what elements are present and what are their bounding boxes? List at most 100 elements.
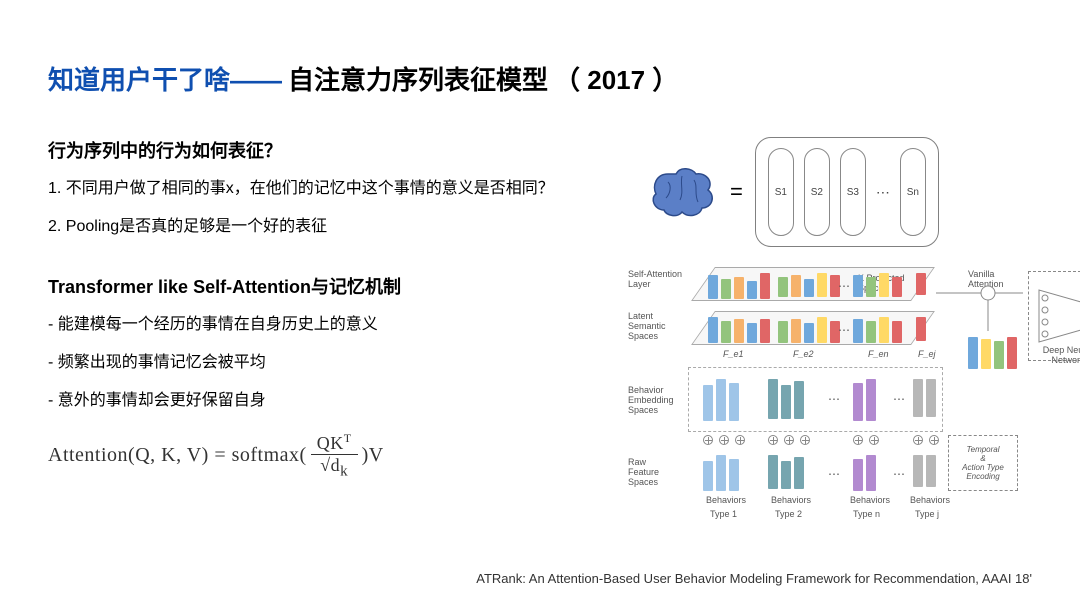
- bar: [926, 379, 936, 417]
- bar: [768, 379, 778, 419]
- bar: [804, 279, 814, 297]
- bar: [892, 321, 902, 343]
- latent-bars-4: [916, 317, 926, 341]
- bar: [729, 383, 739, 421]
- bar: [734, 319, 744, 343]
- label-dnn: Deep Neural Network: [1032, 345, 1080, 365]
- formula-fraction: QKT √dk: [311, 431, 358, 481]
- formula-lhs: Attention(Q, K, V) = softmax(: [48, 444, 307, 467]
- beh-4: Behaviors: [910, 495, 950, 505]
- bar: [879, 273, 889, 297]
- type-3: Type n: [853, 509, 880, 519]
- bar: [703, 385, 713, 421]
- formula-numerator: QKT: [311, 431, 358, 455]
- bar: [853, 275, 863, 297]
- beh-3: Behaviors: [850, 495, 890, 505]
- bar: [804, 323, 814, 343]
- label-embedding: Behavior Embedding Spaces: [628, 385, 690, 415]
- bar: [716, 455, 726, 491]
- bar: [781, 461, 791, 489]
- title-row: 知道用户干了啥—— 自注意力序列表征模型 （ 2017 ）: [48, 60, 1032, 97]
- bar: [747, 281, 757, 299]
- bar: [926, 455, 936, 487]
- bar: [791, 319, 801, 343]
- sa-bars-3: [853, 273, 902, 297]
- section1-heading: 行为序列中的行为如何表征？: [48, 137, 608, 163]
- brain-icon: [648, 164, 718, 220]
- content: 行为序列中的行为如何表征？ 1. 不同用户做了相同的事x，在他们的记忆中这个事情…: [48, 137, 1032, 527]
- bar: [734, 277, 744, 299]
- attention-formula: Attention(Q, K, V) = softmax( QKT √dk )V: [48, 431, 608, 481]
- bar: [916, 317, 926, 341]
- bar: [866, 277, 876, 297]
- plus-row-4: [913, 435, 939, 445]
- title-sub: 自注意力序列表征模型: [288, 60, 548, 97]
- rw-dots-2: ⋯: [893, 467, 907, 481]
- bar: [778, 277, 788, 297]
- embed-bars-2: [768, 379, 804, 419]
- section2-bullet-1: 能建模每一个经历的事情在自身历史上的意义: [48, 313, 608, 337]
- sa-bars-2: [778, 273, 840, 297]
- bar: [853, 383, 863, 421]
- slot-1: S1: [768, 148, 794, 236]
- bar: [708, 317, 718, 343]
- sa-dots: ⋯: [838, 279, 852, 293]
- label-latent: Latent Semantic Spaces: [628, 311, 690, 341]
- label-self-attention: Self-Attention Layer: [628, 269, 690, 289]
- bar: [760, 319, 770, 343]
- sa-bars-1: [708, 273, 770, 299]
- bar: [729, 459, 739, 491]
- embed-bars-1: [703, 379, 739, 421]
- section2-heading: Transformer like Self-Attention与记忆机制: [48, 273, 608, 299]
- bar: [778, 321, 788, 343]
- bar: [817, 273, 827, 297]
- raw-bars-4: [913, 455, 936, 487]
- slot-2: S2: [804, 148, 830, 236]
- rw-dots: ⋯: [828, 467, 842, 481]
- raw-bars-3: [853, 455, 876, 491]
- brain-equals-slots: = S1 S2 S3 ⋯ Sn: [648, 137, 1080, 247]
- latent-bars-2: [778, 317, 840, 343]
- raw-bars-2: [768, 455, 804, 489]
- bar: [708, 275, 718, 299]
- section1-item-2: 2. Pooling是否真的足够是一个好的表征: [48, 215, 608, 239]
- bar: [866, 455, 876, 491]
- dnn-icon: [1033, 286, 1080, 346]
- section2-bullet-2: 频繁出现的事情记忆会被平均: [48, 351, 608, 375]
- plus-row-1: [703, 435, 745, 445]
- bar: [768, 455, 778, 489]
- type-1: Type 1: [710, 509, 737, 519]
- bar: [703, 461, 713, 491]
- bar: [721, 279, 731, 299]
- bar: [781, 385, 791, 419]
- vanilla-arrows: [928, 281, 1028, 381]
- bar: [716, 379, 726, 421]
- la-dots: ⋯: [838, 323, 852, 337]
- bar: [879, 317, 889, 343]
- slide: 知道用户干了啥—— 自注意力序列表征模型 （ 2017 ） 行为序列中的行为如何…: [0, 0, 1080, 547]
- bar: [866, 321, 876, 343]
- formula-denominator: √dk: [314, 455, 354, 481]
- bar: [913, 379, 923, 417]
- f-label-3: F_en: [868, 349, 889, 359]
- plus-row-2: [768, 435, 810, 445]
- bar: [853, 459, 863, 491]
- beh-1: Behaviors: [706, 495, 746, 505]
- equals-sign: =: [730, 179, 743, 205]
- type-2: Type 2: [775, 509, 802, 519]
- bar: [866, 379, 876, 421]
- latent-bars-1: [708, 317, 770, 343]
- bar: [721, 321, 731, 343]
- bar: [892, 277, 902, 297]
- beh-2: Behaviors: [771, 495, 811, 505]
- citation: ATRank: An Attention-Based User Behavior…: [476, 571, 1032, 586]
- sa-bars-4: [916, 273, 926, 295]
- section2-bullet-3: 意外的事情却会更好保留自身: [48, 389, 608, 413]
- bar: [916, 273, 926, 295]
- label-raw: Raw Feature Spaces: [628, 457, 690, 487]
- slot-n: Sn: [900, 148, 926, 236]
- bar: [794, 457, 804, 489]
- bar: [817, 317, 827, 343]
- formula-rhs: )V: [362, 444, 384, 467]
- slot-3: S3: [840, 148, 866, 236]
